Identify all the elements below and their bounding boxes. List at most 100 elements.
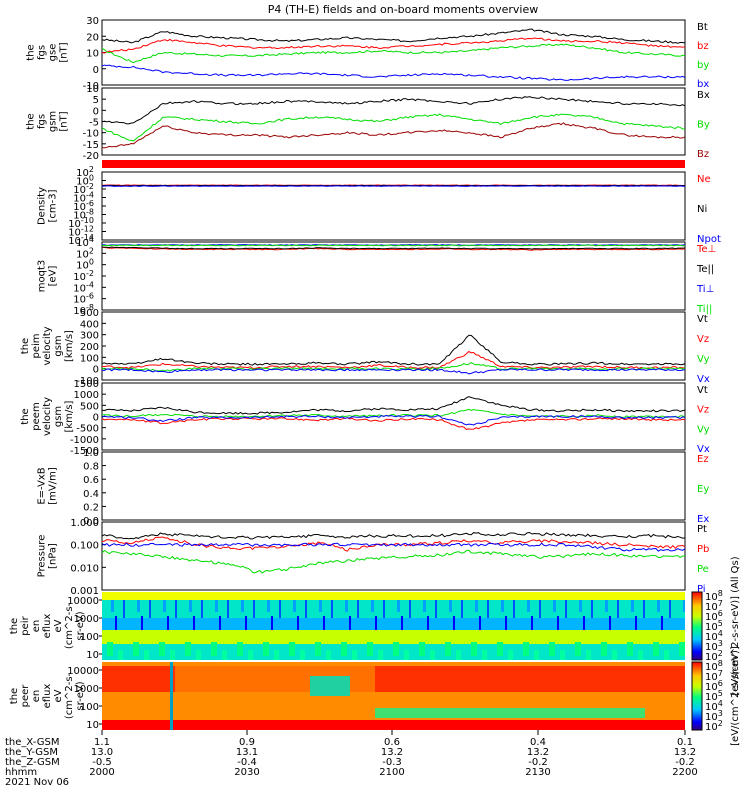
x-axis-annotation: the_X-GSM 1.1 0.9 0.6 0.4 0.1 the_Y-GSM 13.0 13.… — [5, 730, 698, 788]
y-axis-label: velocity — [42, 397, 53, 436]
x-row-value: 13.0 — [91, 747, 113, 758]
x-row-value: -0.4 — [237, 757, 257, 768]
y-axis-label: peir — [20, 615, 31, 635]
y-tick-label: 100 — [80, 702, 99, 713]
y-tick-label: 1000 — [74, 614, 99, 625]
y-axis-label: eV — [53, 619, 64, 632]
legend-Pe: Pe — [697, 564, 709, 575]
legend-Ez: Ez — [697, 454, 709, 465]
y-tick-label: -1500 — [70, 446, 99, 457]
legend-Vz: Vz — [697, 405, 709, 416]
series-line-Bz — [101, 122, 686, 149]
y-axis-label: [km/s] — [64, 400, 75, 432]
colorbar-tick-exp: 2 — [718, 649, 723, 658]
panel-4: 10410210010-210-410-610-8Te⊥Te||Ti⊥Ti||m… — [37, 235, 717, 317]
y-axis-label: sr-eV) — [75, 611, 86, 640]
y-tick-label: 10 — [86, 84, 99, 95]
legend-Vy: Vy — [697, 424, 710, 435]
panel-frame — [101, 87, 686, 156]
y-tick-label: 10 — [86, 650, 99, 661]
y-axis-label: [nT] — [59, 111, 70, 131]
colorbar — [691, 661, 703, 731]
y-tick-label: 0.8 — [83, 462, 99, 473]
legend-Vx: Vx — [697, 444, 710, 455]
colorbar-tick-exp: 5 — [718, 689, 723, 698]
colorbar-tick-exp: 8 — [718, 659, 723, 668]
y-tick-exp: -2 — [86, 269, 94, 278]
x-row-label: the_Y-GSM — [5, 747, 58, 758]
y-axis-label: [nT] — [59, 42, 70, 62]
y-tick-label: 1000 — [74, 684, 99, 695]
colorbar-tick-exp: 3 — [718, 639, 723, 648]
colorbar-tick-label: 102 — [705, 719, 723, 733]
y-tick-exp: -4 — [86, 280, 94, 289]
y-tick-exp: -14 — [81, 233, 94, 242]
y-tick-label: 1000 — [74, 390, 99, 401]
y-tick-label: 300 — [80, 331, 99, 342]
ion-spectrogram-top — [102, 592, 685, 600]
y-tick-label: -100 — [76, 376, 99, 387]
series-line-Te⊥ — [101, 246, 686, 251]
legend-Ni: Ni — [697, 204, 707, 215]
series-line-Pe — [101, 549, 686, 574]
colorbar-tick-exp: 3 — [718, 709, 723, 718]
series-line-Ti|| — [101, 244, 685, 247]
series-line-By — [101, 113, 686, 142]
y-tick-exp: 4 — [89, 235, 94, 244]
date-label: 2021 Nov 06 — [5, 777, 69, 788]
y-axis-label: en — [31, 690, 42, 703]
colorbar-label: [eV/(cm^2-s-sr-eV)] — [730, 646, 741, 746]
legend-Pt: Pt — [697, 524, 707, 535]
legend-By: By — [697, 120, 710, 131]
y-axis-label: the — [9, 618, 20, 634]
legend-by: by — [697, 60, 709, 71]
x-row-value: -0.2 — [528, 757, 548, 768]
x-row-value: 1.1 — [94, 737, 110, 748]
y-axis-label: the — [26, 113, 37, 129]
y-tick-label: 10000 — [67, 666, 99, 677]
y-tick-label: 0 — [93, 65, 99, 76]
y-axis-label: peem — [31, 402, 42, 430]
y-tick-label: 0.100 — [70, 541, 99, 552]
y-tick-exp: 0 — [89, 174, 94, 183]
legend-Bt: Bt — [697, 22, 708, 33]
legend-Pi: Pi — [697, 584, 706, 595]
y-tick-exp: 2 — [89, 165, 94, 174]
y-tick-exp: -8 — [86, 208, 94, 217]
x-row-label: hhmm — [5, 767, 37, 778]
series-line-by — [101, 43, 686, 64]
y-axis-label: [nPa] — [48, 543, 59, 569]
y-tick-exp: 0 — [89, 258, 94, 267]
y-tick-label: 30 — [86, 16, 99, 27]
y-axis-label: moqt3 — [37, 260, 48, 293]
x-row-value: 2200 — [672, 767, 697, 778]
y-tick-label: 0 — [93, 106, 99, 117]
y-axis-label: eflux — [42, 684, 53, 709]
legend-Pb: Pb — [697, 544, 709, 555]
y-axis-label: [mV/m] — [48, 467, 59, 505]
y-tick-label: 0.010 — [70, 563, 99, 574]
y-axis-label: peim — [31, 333, 42, 358]
series-line-Vx — [101, 368, 686, 375]
y-tick-label: -20 — [83, 151, 99, 162]
y-axis-label: eV — [53, 689, 64, 702]
x-row-value: 2000 — [89, 767, 114, 778]
y-axis-label: velocity — [42, 326, 53, 365]
y-tick-label: 0.001 — [70, 586, 99, 597]
legend-Vy: Vy — [697, 354, 710, 365]
x-row-label: the_X-GSM — [5, 737, 59, 748]
y-axis-label: (cm^2-s- — [64, 672, 75, 719]
y-axis-label: the — [20, 338, 31, 354]
colorbar-tick-exp: 2 — [718, 719, 723, 728]
y-axis-label: [km/s] — [64, 330, 75, 362]
legend-Npot: Npot — [697, 234, 721, 245]
y-tick-label: 400 — [80, 319, 99, 330]
series-line-Vz — [101, 350, 686, 370]
y-axis-label: Pressure — [37, 535, 48, 578]
series-line-Vx — [101, 414, 686, 426]
series-line-Vz — [101, 417, 686, 430]
y-tick-exp: -2 — [86, 182, 94, 191]
y-axis-label: gsm — [53, 335, 64, 356]
